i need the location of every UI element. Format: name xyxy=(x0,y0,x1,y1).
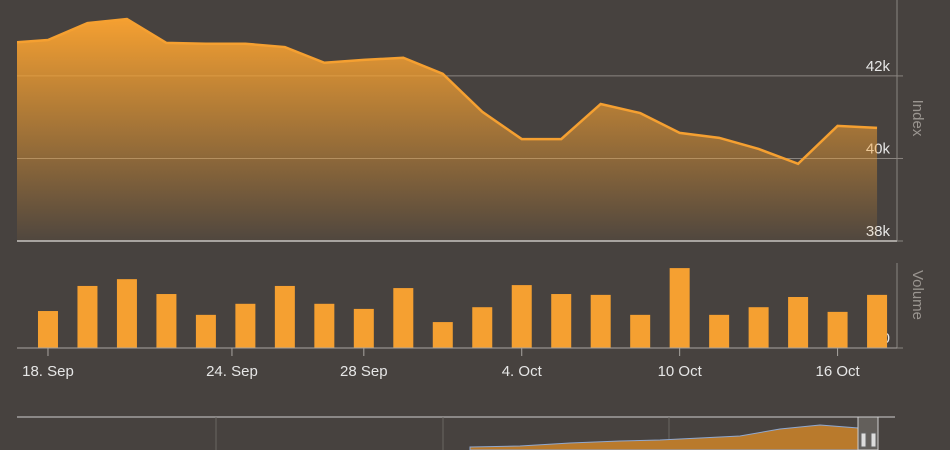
bar xyxy=(748,307,769,348)
bar xyxy=(788,297,809,348)
x-tick-label: 18. Sep xyxy=(22,363,74,380)
x-tick-label: 4. Oct xyxy=(502,363,543,380)
bar xyxy=(709,314,730,348)
area-fill xyxy=(17,18,878,241)
x-tick-label: 24. Sep xyxy=(206,363,258,380)
bar xyxy=(432,322,453,348)
navigator xyxy=(17,416,895,450)
bar xyxy=(156,294,177,348)
bar xyxy=(630,314,651,348)
x-tick-label: 16 Oct xyxy=(815,363,860,380)
axis-title: Index xyxy=(909,100,926,137)
bar xyxy=(353,308,374,348)
bar xyxy=(590,294,611,348)
x-tick-label: 28 Sep xyxy=(340,363,388,380)
bar xyxy=(77,285,98,348)
bar xyxy=(827,311,848,348)
bar xyxy=(314,303,335,348)
x-tick-label: 10 Oct xyxy=(658,363,703,380)
bar xyxy=(37,311,58,348)
bar xyxy=(195,314,216,348)
bar xyxy=(235,303,256,348)
bar xyxy=(393,288,414,348)
axis-title: Volume xyxy=(909,270,926,320)
bar xyxy=(551,294,572,348)
area-group xyxy=(17,17,878,241)
bar xyxy=(472,307,493,348)
bar xyxy=(867,294,888,348)
bar xyxy=(274,285,295,348)
bar xyxy=(669,268,690,348)
y-tick-label: 42k xyxy=(866,58,891,75)
line xyxy=(17,17,878,166)
bar xyxy=(116,279,137,348)
bar xyxy=(511,285,532,348)
